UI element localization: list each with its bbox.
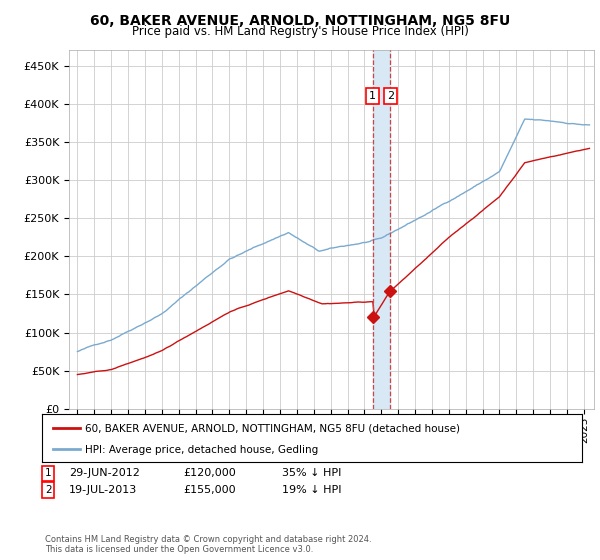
Text: 1: 1 — [45, 468, 52, 478]
Text: £120,000: £120,000 — [183, 468, 236, 478]
Text: 29-JUN-2012: 29-JUN-2012 — [69, 468, 140, 478]
Text: 1: 1 — [369, 91, 376, 101]
Text: 60, BAKER AVENUE, ARNOLD, NOTTINGHAM, NG5 8FU: 60, BAKER AVENUE, ARNOLD, NOTTINGHAM, NG… — [90, 14, 510, 28]
Text: Price paid vs. HM Land Registry's House Price Index (HPI): Price paid vs. HM Land Registry's House … — [131, 25, 469, 38]
Bar — [373, 50, 391, 409]
Text: 35% ↓ HPI: 35% ↓ HPI — [282, 468, 341, 478]
Text: 2: 2 — [387, 91, 394, 101]
Text: HPI: Average price, detached house, Gedling: HPI: Average price, detached house, Gedl… — [85, 445, 319, 455]
Text: 19-JUL-2013: 19-JUL-2013 — [69, 485, 137, 495]
Text: 2: 2 — [45, 485, 52, 495]
Text: £155,000: £155,000 — [183, 485, 236, 495]
Text: Contains HM Land Registry data © Crown copyright and database right 2024.
This d: Contains HM Land Registry data © Crown c… — [45, 535, 371, 554]
Text: 60, BAKER AVENUE, ARNOLD, NOTTINGHAM, NG5 8FU (detached house): 60, BAKER AVENUE, ARNOLD, NOTTINGHAM, NG… — [85, 424, 460, 433]
Text: 19% ↓ HPI: 19% ↓ HPI — [282, 485, 341, 495]
